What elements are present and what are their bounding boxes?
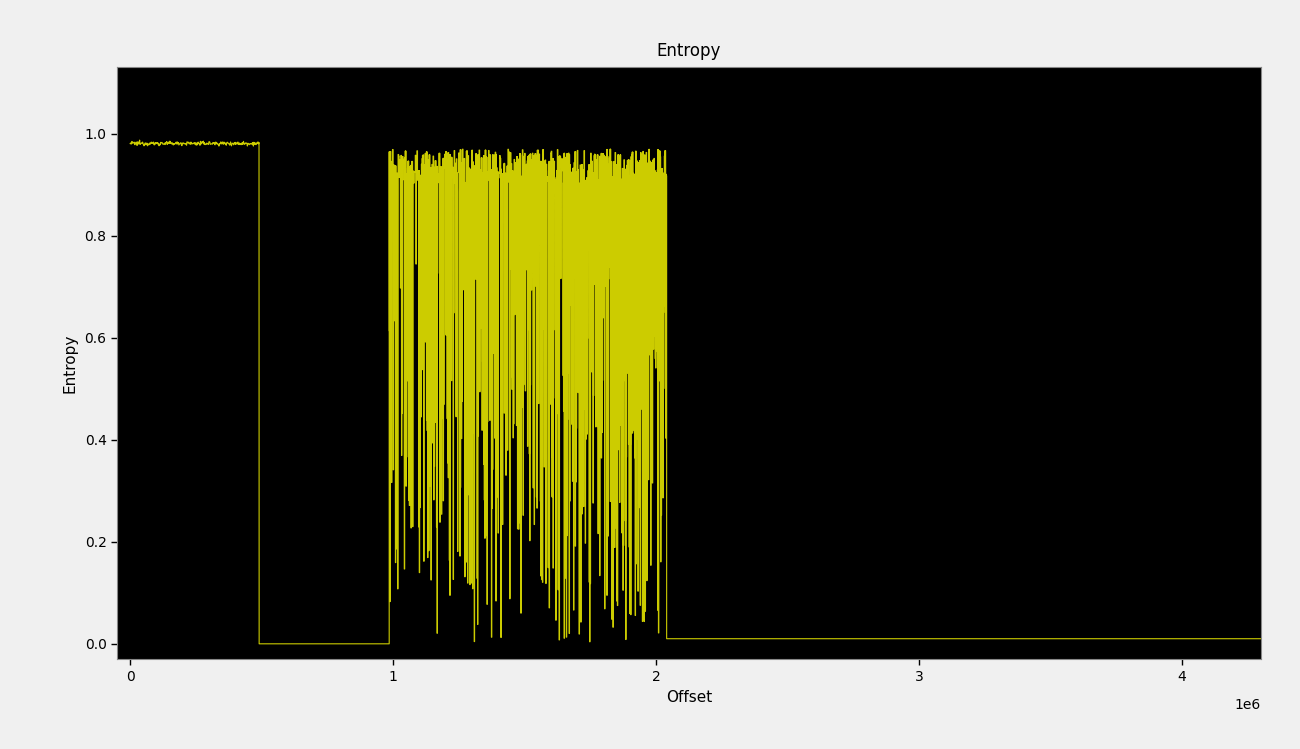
Y-axis label: Entropy: Entropy	[62, 333, 78, 393]
X-axis label: Offset: Offset	[666, 691, 712, 706]
Title: Entropy: Entropy	[656, 42, 722, 61]
Text: 1e6: 1e6	[1235, 697, 1261, 712]
